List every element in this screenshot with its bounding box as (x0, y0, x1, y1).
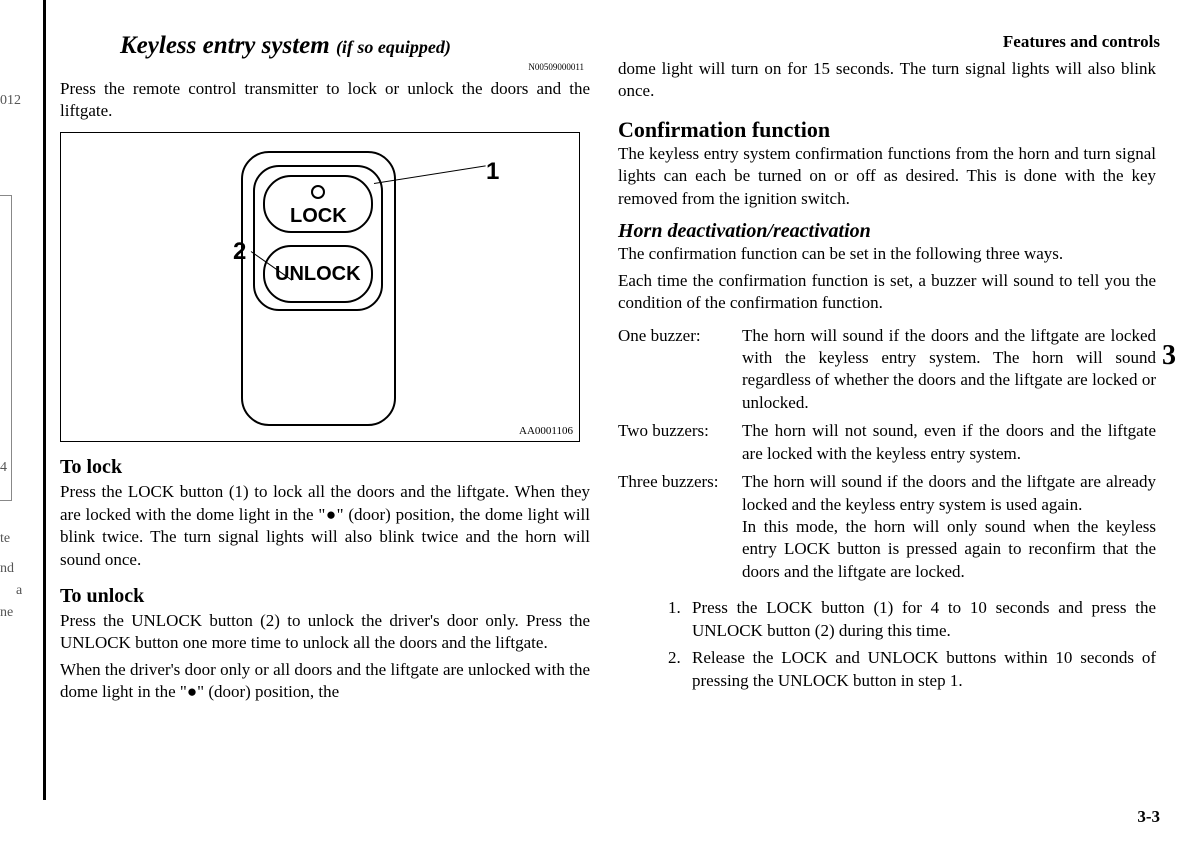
callout-1: 1 (486, 158, 499, 186)
margin-frag: nd (0, 556, 14, 583)
margin-frag: 4 (0, 455, 7, 482)
horn-heading: Horn deactivation/reactivation (618, 220, 1156, 243)
buzzer-label: Two buzzers: (618, 420, 742, 471)
step-text: Press the LOCK button (1) for 4 to 10 se… (692, 597, 1156, 643)
book-spine (43, 0, 46, 800)
page-number: 3-3 (1137, 807, 1160, 827)
table-row: One buzzer: The horn will sound if the d… (618, 325, 1156, 421)
figure-code: AA0001106 (519, 425, 573, 437)
margin-frag: te (0, 526, 10, 553)
callout-2: 2 (233, 238, 246, 266)
buzzer-desc: The horn will not sound, even if the doo… (742, 420, 1156, 471)
buzzer-desc-part1: The horn will sound if the doors and the… (742, 472, 1156, 513)
to-lock-heading: To lock (60, 456, 590, 479)
to-unlock-paragraph-1: Press the UNLOCK button (2) to unlock th… (60, 610, 590, 655)
buzzer-label: One buzzer: (618, 325, 742, 421)
horn-paragraph-1: The confirmation function can be set in … (618, 243, 1156, 265)
lock-button-label: LOCK (290, 205, 347, 228)
steps-list: 1. Press the LOCK button (1) for 4 to 10… (618, 597, 1156, 693)
confirmation-heading: Confirmation function (618, 117, 1156, 143)
title-row: Keyless entry system (if so equipped) (60, 32, 590, 60)
section-number-side: 3 (1162, 340, 1176, 372)
unlock-button-label: UNLOCK (275, 263, 361, 286)
remote-figure: LOCK UNLOCK 1 2 AA0001106 (60, 132, 580, 442)
step-text: Release the LOCK and UNLOCK buttons with… (692, 647, 1156, 693)
horn-paragraph-2: Each time the confirmation function is s… (618, 270, 1156, 315)
buzzer-desc: The horn will sound if the doors and the… (742, 325, 1156, 421)
to-unlock-heading: To unlock (60, 585, 590, 608)
margin-code: 012 (0, 88, 21, 115)
buzzer-desc: The horn will sound if the doors and the… (742, 471, 1156, 589)
list-item: 1. Press the LOCK button (1) for 4 to 10… (668, 597, 1156, 643)
step-number: 2. (668, 647, 692, 693)
buzzer-label: Three buzzers: (618, 471, 742, 589)
right-continuation: dome light will turn on for 15 seconds. … (618, 58, 1156, 103)
buzzer-desc-part2: In this mode, the horn will only sound w… (742, 517, 1156, 581)
confirmation-paragraph: The keyless entry system confirmation fu… (618, 143, 1156, 210)
to-lock-paragraph: Press the LOCK button (1) to lock all th… (60, 481, 590, 571)
table-row: Three buzzers: The horn will sound if th… (618, 471, 1156, 589)
to-unlock-paragraph-2: When the driver's door only or all doors… (60, 659, 590, 704)
right-column: dome light will turn on for 15 seconds. … (618, 32, 1156, 704)
margin-frag: ne (0, 600, 13, 627)
left-column: Keyless entry system (if so equipped) N0… (60, 32, 590, 704)
margin-frag: a (16, 578, 22, 605)
list-item: 2. Release the LOCK and UNLOCK buttons w… (668, 647, 1156, 693)
table-row: Two buzzers: The horn will not sound, ev… (618, 420, 1156, 471)
buzzer-table: One buzzer: The horn will sound if the d… (618, 325, 1156, 590)
page-title: Keyless entry system (120, 32, 336, 59)
intro-paragraph: Press the remote control transmitter to … (60, 78, 590, 122)
step-number: 1. (668, 597, 692, 643)
page-title-sub: (if so equipped) (336, 37, 451, 57)
doc-code: N00509000011 (60, 62, 584, 72)
